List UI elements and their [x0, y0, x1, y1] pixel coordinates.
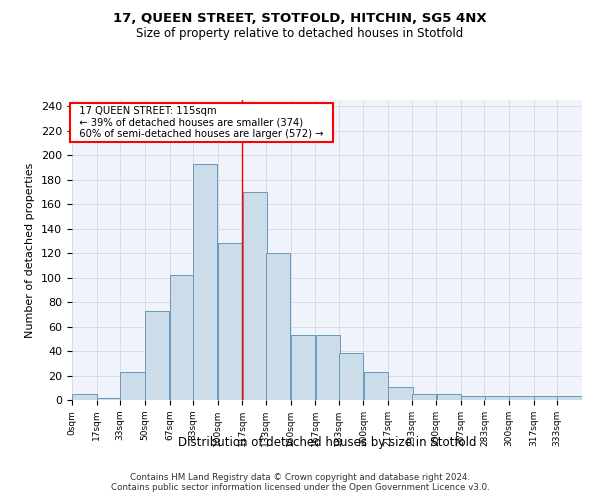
Bar — [437, 394, 461, 400]
Y-axis label: Number of detached properties: Number of detached properties — [25, 162, 35, 338]
Text: Distribution of detached houses by size in Stotfold: Distribution of detached houses by size … — [178, 436, 476, 449]
Text: 17 QUEEN STREET: 115sqm  
  ← 39% of detached houses are smaller (374)  
  60% o: 17 QUEEN STREET: 115sqm ← 39% of detache… — [73, 106, 330, 140]
Text: 17, QUEEN STREET, STOTFOLD, HITCHIN, SG5 4NX: 17, QUEEN STREET, STOTFOLD, HITCHIN, SG5… — [113, 12, 487, 26]
Text: Contains HM Land Registry data © Crown copyright and database right 2024.: Contains HM Land Registry data © Crown c… — [130, 474, 470, 482]
Bar — [266, 253, 290, 400]
Text: Contains public sector information licensed under the Open Government Licence v3: Contains public sector information licen… — [110, 484, 490, 492]
Bar — [485, 396, 509, 400]
Text: Size of property relative to detached houses in Stotfold: Size of property relative to detached ho… — [136, 28, 464, 40]
Bar — [72, 394, 97, 400]
Bar — [364, 372, 388, 400]
Bar — [509, 396, 533, 400]
Bar — [291, 335, 315, 400]
Bar — [534, 396, 559, 400]
Bar — [388, 386, 413, 400]
Bar — [412, 394, 436, 400]
Bar — [170, 275, 194, 400]
Bar — [461, 396, 485, 400]
Bar — [339, 354, 363, 400]
Bar — [121, 372, 145, 400]
Bar — [243, 192, 267, 400]
Bar — [218, 244, 242, 400]
Bar — [97, 398, 121, 400]
Bar — [193, 164, 217, 400]
Bar — [316, 335, 340, 400]
Bar — [145, 310, 169, 400]
Bar — [557, 396, 582, 400]
